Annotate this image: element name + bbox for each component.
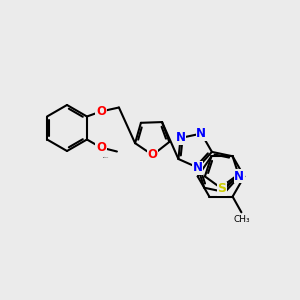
Text: O: O — [96, 141, 106, 154]
Text: N: N — [196, 127, 206, 140]
Text: N: N — [234, 170, 244, 183]
Text: O: O — [96, 105, 106, 118]
Text: S: S — [218, 182, 226, 195]
Text: methoxy: methoxy — [103, 157, 109, 158]
Text: N: N — [176, 131, 186, 145]
Text: O: O — [148, 148, 158, 161]
Text: N: N — [193, 161, 203, 174]
Text: CH₃: CH₃ — [233, 215, 250, 224]
